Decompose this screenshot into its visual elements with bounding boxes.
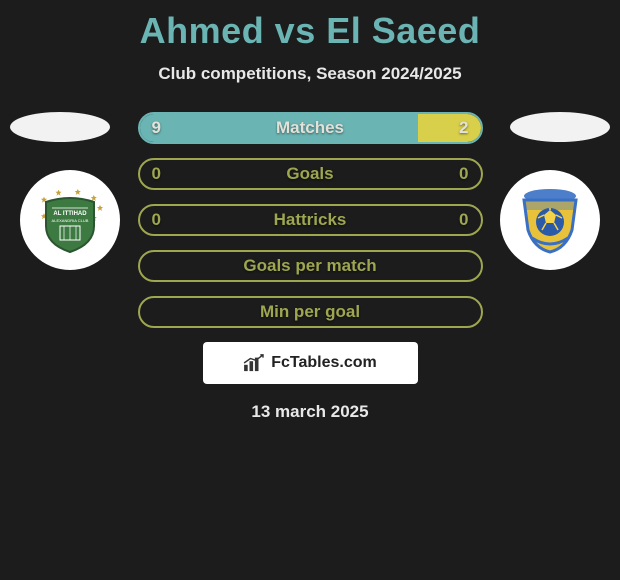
player2-photo bbox=[510, 112, 610, 142]
attribution-text: FcTables.com bbox=[271, 354, 377, 372]
stat-label: Hattricks bbox=[140, 206, 481, 234]
stat-label: Matches bbox=[140, 114, 481, 142]
stat-label: Goals bbox=[140, 160, 481, 188]
stat-label: Min per goal bbox=[140, 298, 481, 326]
club-crest-icon bbox=[510, 180, 590, 260]
stat-value-left: 0 bbox=[152, 206, 161, 234]
stat-row: Matches9 2 bbox=[138, 112, 483, 144]
chart-icon bbox=[243, 354, 265, 372]
player2-club-badge bbox=[500, 170, 600, 270]
stat-row: Goals per match bbox=[138, 250, 483, 282]
svg-text:ALEXANDRIA CLUB: ALEXANDRIA CLUB bbox=[52, 218, 89, 223]
comparison-title: Ahmed vs El Saeed bbox=[0, 0, 620, 52]
comparison-date: 13 march 2025 bbox=[0, 402, 620, 422]
stat-value-left: 9 bbox=[152, 114, 161, 142]
player1-photo bbox=[10, 112, 110, 142]
svg-text:AL ITTIHAD: AL ITTIHAD bbox=[53, 211, 87, 217]
stat-row: Hattricks0 0 bbox=[138, 204, 483, 236]
stat-value-right: 2 bbox=[459, 114, 468, 142]
stat-value-right: 0 bbox=[459, 160, 468, 188]
stat-row: Goals0 0 bbox=[138, 158, 483, 190]
stat-value-right: 0 bbox=[459, 206, 468, 234]
comparison-body: AL ITTIHAD ALEXANDRIA CLUB Matches9 2 Goal… bbox=[0, 112, 620, 422]
stat-label: Goals per match bbox=[140, 252, 481, 280]
stat-bars: Matches92Goals00Hattricks00Goals per mat… bbox=[138, 112, 483, 328]
attribution-badge: FcTables.com bbox=[203, 342, 418, 384]
comparison-subtitle: Club competitions, Season 2024/2025 bbox=[0, 64, 620, 84]
stat-value-left: 0 bbox=[152, 160, 161, 188]
stat-row: Min per goal bbox=[138, 296, 483, 328]
player1-club-badge: AL ITTIHAD ALEXANDRIA CLUB bbox=[20, 170, 120, 270]
club-crest-icon: AL ITTIHAD ALEXANDRIA CLUB bbox=[30, 180, 110, 260]
